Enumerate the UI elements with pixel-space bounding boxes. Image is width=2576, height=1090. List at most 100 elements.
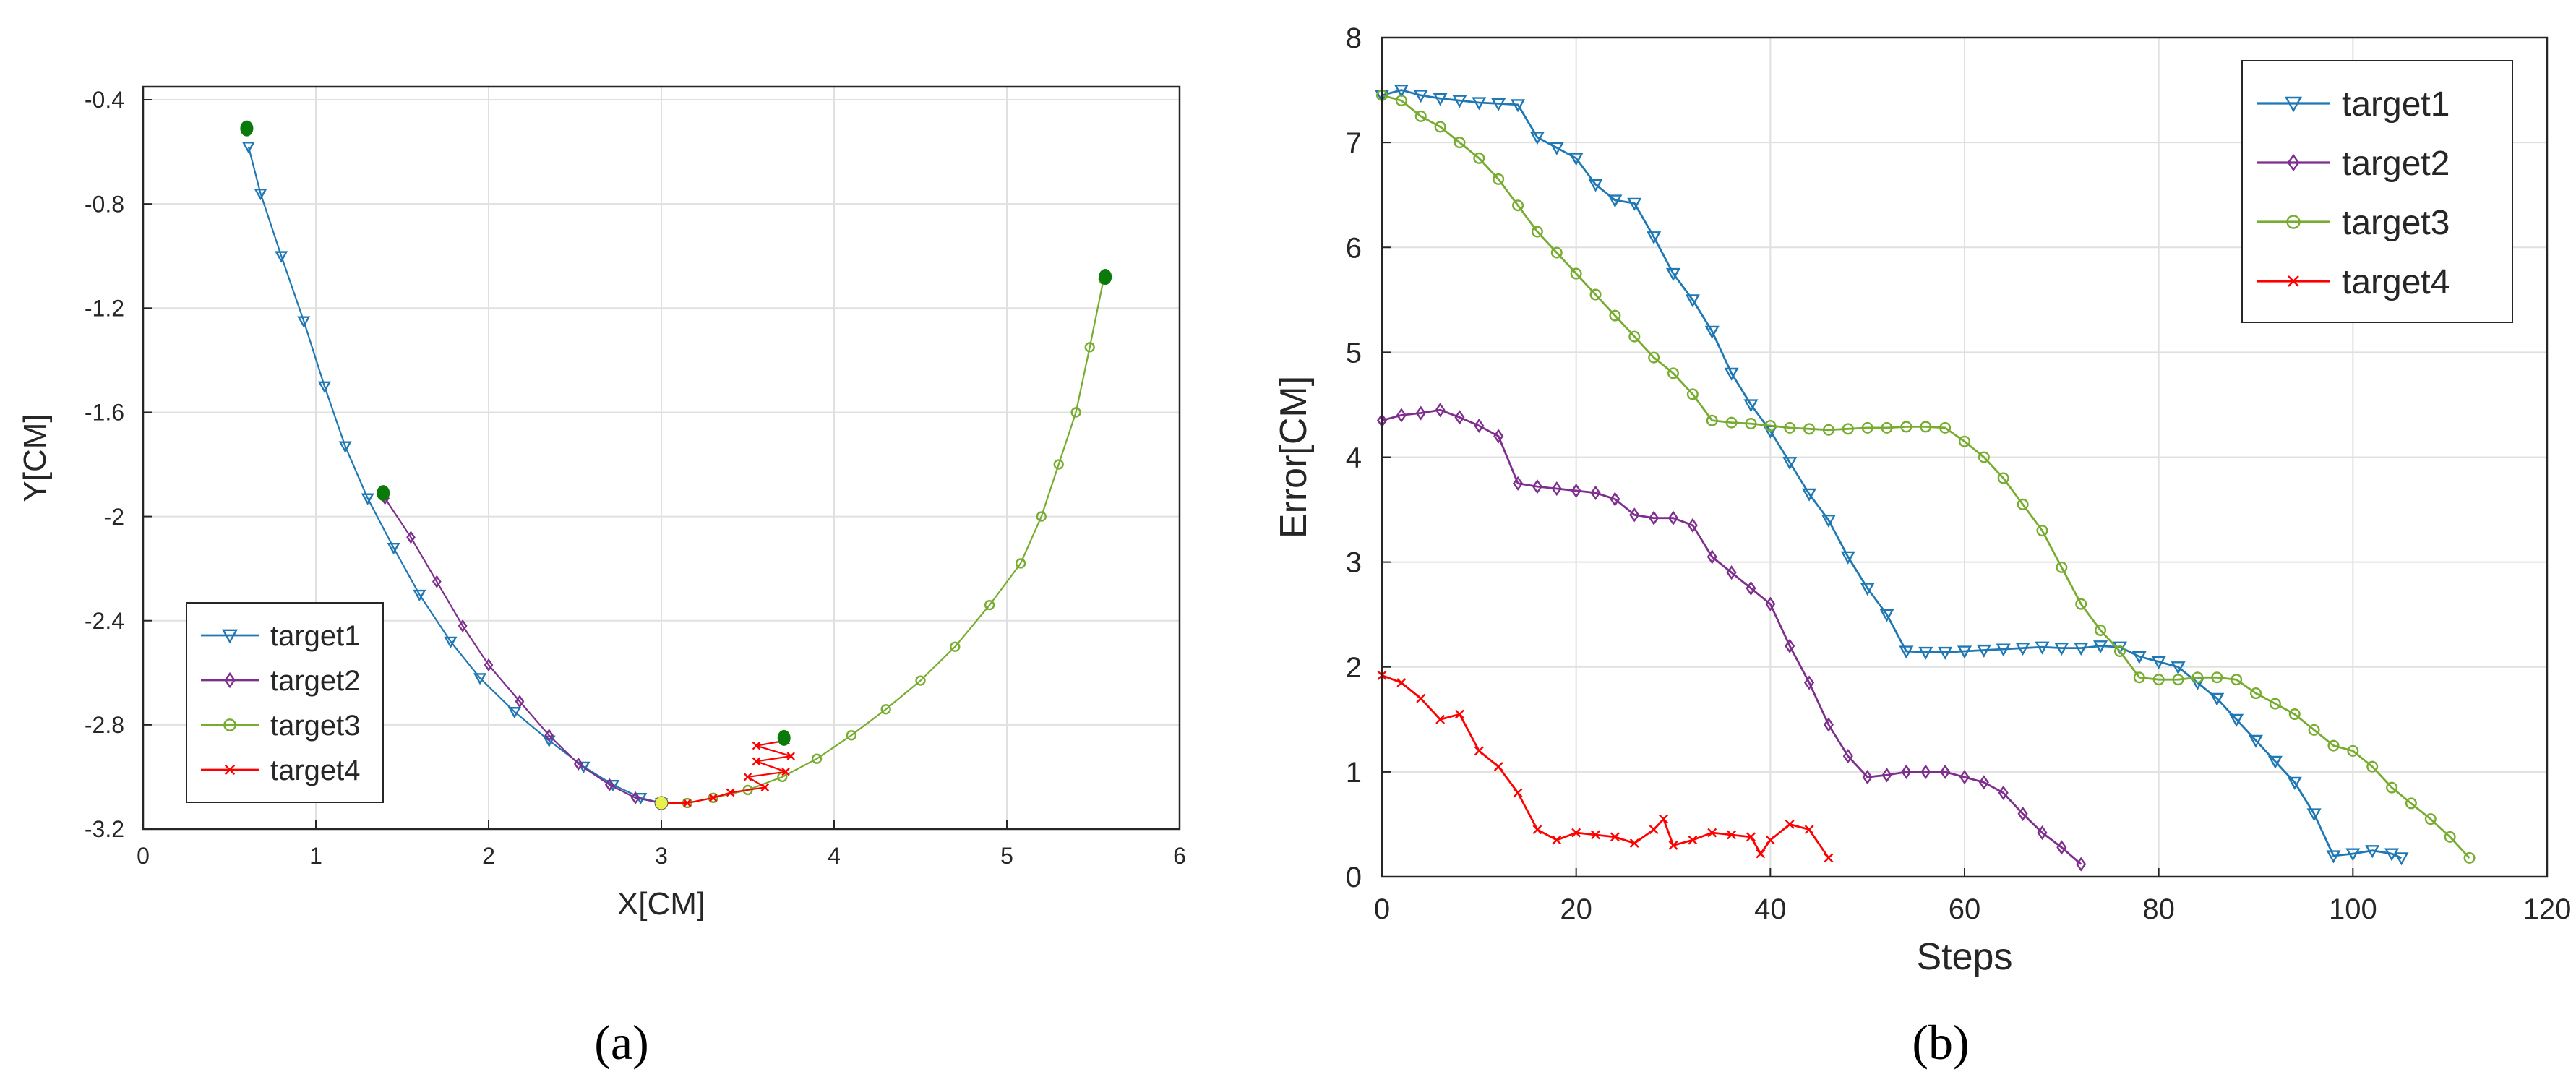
series-target2 — [1376, 403, 2087, 872]
data-point-target2 — [1454, 410, 1465, 425]
data-point-target1 — [2210, 692, 2225, 706]
data-point-target2 — [1920, 764, 1931, 779]
data-point-target3 — [2463, 851, 2476, 864]
data-point-target1 — [2074, 643, 2089, 656]
data-point-target2 — [1649, 510, 1660, 525]
data-point-target3 — [1084, 342, 1095, 353]
legend-label: target2 — [2342, 145, 2450, 183]
data-point-target1 — [2394, 852, 2409, 866]
data-point-target1 — [1433, 93, 1448, 106]
y-tick-label: 2 — [1346, 652, 1362, 684]
data-point-target1 — [1491, 98, 1506, 111]
legend-item-target1: target1 — [2257, 85, 2450, 124]
data-point-target1 — [1976, 644, 1991, 658]
data-point-target3 — [2386, 781, 2398, 794]
x-tick-label: 1 — [309, 843, 322, 869]
legend-label: target4 — [270, 755, 361, 786]
x-tick-label: 120 — [2523, 893, 2572, 925]
series-line-target2 — [1381, 408, 2082, 865]
data-point-target3 — [1939, 421, 1952, 434]
data-point-target2 — [1667, 510, 1679, 525]
x-tick-label: 80 — [2142, 893, 2175, 925]
y-tick-label: -0.8 — [85, 191, 124, 217]
data-point-target4 — [1659, 814, 1669, 824]
data-point-target4 — [1668, 841, 1678, 850]
data-point-target4 — [1474, 746, 1484, 756]
data-point-target4 — [1455, 709, 1464, 719]
panel-a-error-trajectory-plot: 0 1 2 3 4 5 6 -3.2 -2.8 -2.4 -2 -1.6 -1.2 -0.8 -0.4 X[C… — [17, 85, 1186, 922]
axes-frame — [1381, 36, 2549, 878]
data-point-target3 — [1036, 511, 1047, 522]
data-point-target2 — [1746, 580, 1756, 596]
data-point-target2 — [1978, 775, 1989, 790]
data-point-target2 — [1610, 492, 1620, 507]
x-axis-label: X[CM] — [617, 886, 705, 922]
data-point-target3 — [1473, 152, 1485, 164]
data-point-target1 — [2151, 656, 2166, 669]
y-axis-label: Error[CM] — [1273, 376, 1315, 538]
x-tick-label: 100 — [2329, 893, 2377, 925]
legend-item-target4: target4 — [201, 755, 361, 786]
data-point-target2 — [544, 729, 554, 742]
data-point-target3 — [1434, 121, 1446, 133]
data-point-target1 — [1860, 583, 1875, 596]
data-point-target2 — [1862, 770, 1873, 785]
end-point-marker — [654, 796, 669, 810]
data-point-target3 — [1070, 407, 1081, 418]
data-point-target4 — [1756, 849, 1766, 859]
data-point-target3 — [2347, 744, 2359, 757]
x-tick-label: 20 — [1560, 893, 1592, 925]
data-point-target1 — [2093, 640, 2108, 654]
data-point-target2 — [1765, 596, 1776, 611]
data-point-target2 — [1901, 764, 1912, 779]
data-point-target2 — [1474, 418, 1485, 434]
data-point-target1 — [1647, 231, 1662, 245]
data-point-target3 — [1978, 451, 1990, 463]
data-point-target1 — [2365, 845, 2380, 859]
data-point-target4 — [1396, 678, 1407, 687]
data-point-target3 — [2288, 708, 2301, 721]
data-point-target1 — [577, 761, 591, 773]
data-point-target2 — [1959, 770, 1970, 785]
data-point-target2 — [1551, 481, 1562, 497]
data-point-target3 — [2327, 739, 2340, 752]
data-point-target1 — [1840, 551, 1855, 565]
data-point-target1 — [2306, 808, 2322, 822]
data-point-target2 — [1571, 483, 1581, 499]
data-point-target1 — [317, 381, 331, 393]
data-point-target1 — [1899, 645, 1914, 659]
x-tick-label: 6 — [1173, 843, 1186, 869]
data-point-target2 — [1804, 675, 1815, 690]
data-point-target3 — [1589, 288, 1602, 301]
y-tick-label: 6 — [1346, 232, 1362, 264]
data-point-target3 — [2405, 797, 2417, 810]
data-point-target1 — [1511, 99, 1526, 113]
data-point-target1 — [1549, 142, 1564, 155]
y-tick-label: 5 — [1346, 337, 1362, 369]
data-point-target1 — [1588, 179, 1603, 192]
legend-label: target4 — [2342, 263, 2450, 301]
data-point-target1 — [473, 673, 487, 685]
data-point-target3 — [1842, 423, 1854, 435]
data-point-target2 — [1726, 565, 1737, 580]
x-tick-label: 5 — [1000, 843, 1013, 869]
data-point-target4 — [1649, 825, 1659, 835]
data-point-target4 — [1513, 788, 1523, 798]
data-point-target3 — [2424, 813, 2437, 825]
data-point-target1 — [413, 589, 426, 602]
data-point-target2 — [1823, 717, 1834, 732]
start-point-marker — [377, 485, 390, 502]
y-tick-label: -1.6 — [85, 400, 124, 426]
legend-swatch-marker — [224, 671, 236, 689]
data-point-target1 — [1627, 197, 1642, 211]
data-point-target3 — [1395, 95, 1407, 107]
y-tick-label: -2.4 — [85, 608, 124, 634]
data-point-target1 — [1743, 399, 1759, 413]
data-point-target3 — [950, 641, 961, 652]
data-point-target3 — [1764, 419, 1777, 432]
legend-label: target1 — [270, 620, 361, 652]
data-point-target2 — [573, 757, 583, 771]
data-point-target2 — [604, 778, 614, 791]
data-point-target1 — [1685, 294, 1700, 308]
data-point-target4 — [708, 794, 718, 802]
